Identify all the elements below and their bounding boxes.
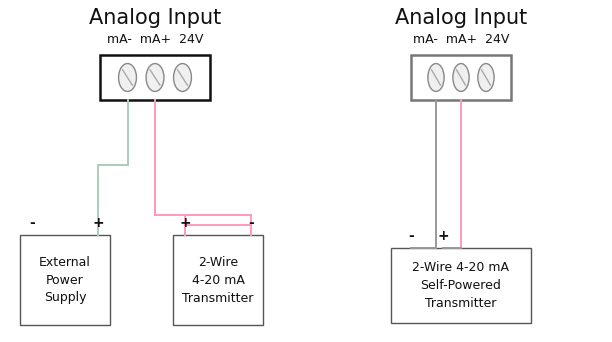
Text: -: - xyxy=(408,229,414,243)
Ellipse shape xyxy=(174,64,192,91)
Bar xyxy=(173,235,263,325)
Ellipse shape xyxy=(146,64,164,91)
Ellipse shape xyxy=(478,64,494,91)
Text: External
Power
Supply: External Power Supply xyxy=(39,255,91,304)
Text: +: + xyxy=(92,216,104,230)
Text: -: - xyxy=(248,216,254,230)
Bar xyxy=(20,235,110,325)
Text: +: + xyxy=(179,216,191,230)
Text: 2-Wire
4-20 mA
Transmitter: 2-Wire 4-20 mA Transmitter xyxy=(182,255,254,304)
Ellipse shape xyxy=(453,64,469,91)
Text: 2-Wire 4-20 mA
Self-Powered
Transmitter: 2-Wire 4-20 mA Self-Powered Transmitter xyxy=(412,261,510,310)
Ellipse shape xyxy=(428,64,444,91)
Bar xyxy=(100,55,210,100)
Ellipse shape xyxy=(119,64,136,91)
Text: Analog Input: Analog Input xyxy=(89,8,221,28)
Text: Analog Input: Analog Input xyxy=(395,8,527,28)
Bar xyxy=(391,248,531,323)
Bar xyxy=(411,55,511,100)
Text: mA-  mA+  24V: mA- mA+ 24V xyxy=(107,33,203,46)
Text: mA-  mA+  24V: mA- mA+ 24V xyxy=(413,33,509,46)
Text: -: - xyxy=(29,216,35,230)
Text: +: + xyxy=(437,229,449,243)
